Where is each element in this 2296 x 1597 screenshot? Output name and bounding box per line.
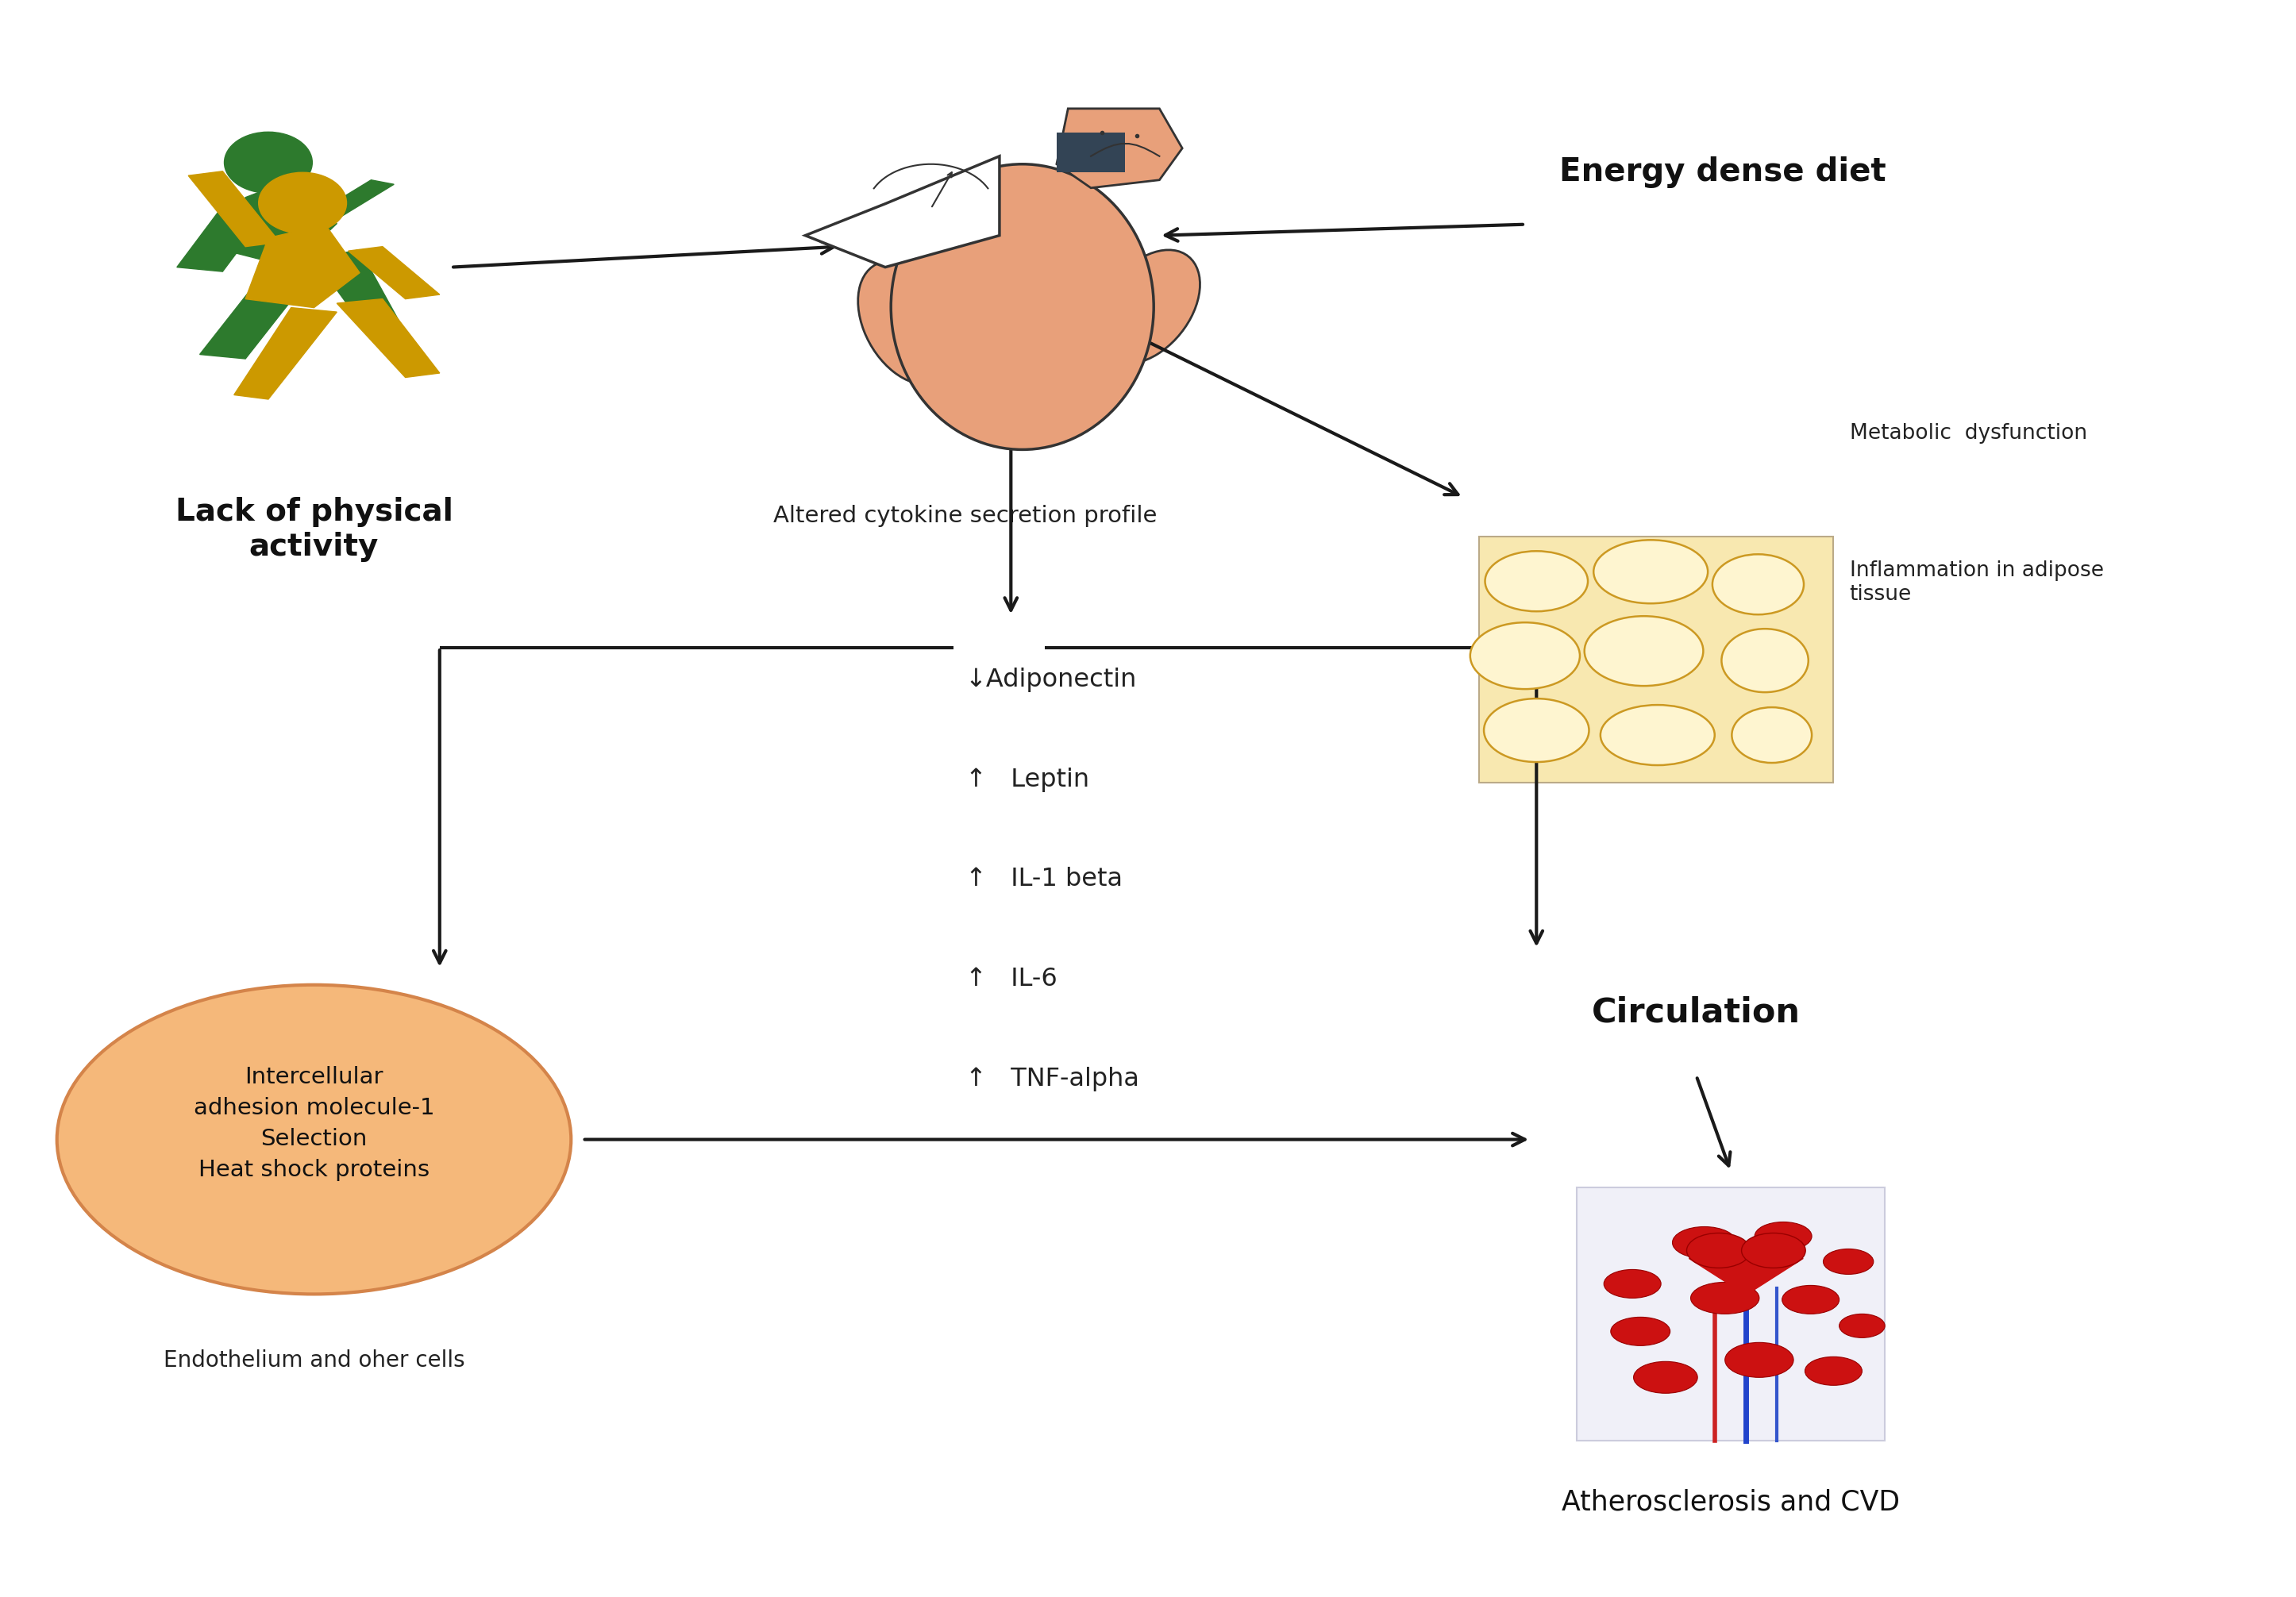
Text: ↑   IL-1 beta: ↑ IL-1 beta [964, 867, 1123, 891]
FancyBboxPatch shape [1479, 537, 1835, 783]
Text: Inflammation in adipose
tissue: Inflammation in adipose tissue [1851, 561, 2103, 605]
Ellipse shape [1754, 1222, 1812, 1250]
Ellipse shape [1743, 1233, 1805, 1268]
Polygon shape [349, 246, 439, 299]
Ellipse shape [1632, 1362, 1697, 1393]
Text: ↑   Leptin: ↑ Leptin [964, 767, 1088, 792]
Ellipse shape [1839, 1314, 1885, 1338]
Text: ↓Adiponectin: ↓Adiponectin [964, 668, 1137, 692]
Ellipse shape [1805, 1357, 1862, 1385]
Polygon shape [1690, 1258, 1802, 1295]
Bar [1056, 133, 1125, 172]
Ellipse shape [1483, 698, 1589, 762]
Polygon shape [177, 206, 269, 271]
Ellipse shape [1600, 704, 1715, 765]
Polygon shape [234, 308, 338, 399]
Ellipse shape [1724, 1343, 1793, 1377]
Ellipse shape [1688, 1233, 1750, 1268]
Polygon shape [338, 299, 439, 377]
Text: ↑   IL-6: ↑ IL-6 [964, 968, 1056, 992]
Polygon shape [200, 267, 315, 359]
Polygon shape [806, 157, 999, 267]
Ellipse shape [1605, 1270, 1660, 1298]
Polygon shape [1056, 109, 1182, 188]
Text: Intercellular
adhesion molecule-1
Selection
Heat shock proteins: Intercellular adhesion molecule-1 Select… [193, 1067, 434, 1182]
Ellipse shape [57, 985, 572, 1294]
Ellipse shape [1722, 629, 1809, 692]
Ellipse shape [1593, 540, 1708, 604]
Polygon shape [315, 180, 395, 219]
Polygon shape [315, 249, 406, 337]
Text: Lack of physical
activity: Lack of physical activity [174, 497, 452, 562]
Text: ↑   TNF-alpha: ↑ TNF-alpha [964, 1067, 1139, 1091]
Polygon shape [188, 171, 280, 246]
Polygon shape [223, 180, 338, 267]
Ellipse shape [891, 164, 1153, 450]
Text: Metabolic  dysfunction: Metabolic dysfunction [1851, 423, 2087, 444]
Ellipse shape [859, 260, 957, 385]
Ellipse shape [1713, 554, 1805, 615]
Ellipse shape [1584, 616, 1704, 685]
Circle shape [225, 133, 312, 193]
Polygon shape [246, 225, 360, 308]
Text: Altered cytokine secretion profile: Altered cytokine secretion profile [774, 505, 1157, 527]
Ellipse shape [1782, 1286, 1839, 1314]
Circle shape [259, 172, 347, 233]
Ellipse shape [1469, 623, 1580, 688]
Text: Endothelium and oher cells: Endothelium and oher cells [163, 1349, 464, 1372]
FancyBboxPatch shape [1577, 1187, 1885, 1440]
Ellipse shape [1612, 1318, 1669, 1346]
Ellipse shape [1731, 707, 1812, 763]
Ellipse shape [1690, 1282, 1759, 1314]
Text: Circulation: Circulation [1591, 997, 1800, 1030]
Ellipse shape [1095, 249, 1201, 364]
Text: Energy dense diet: Energy dense diet [1559, 157, 1885, 188]
Ellipse shape [1486, 551, 1589, 612]
Text: Atherosclerosis and CVD: Atherosclerosis and CVD [1561, 1488, 1899, 1516]
Ellipse shape [1671, 1226, 1736, 1258]
Ellipse shape [1823, 1249, 1874, 1274]
